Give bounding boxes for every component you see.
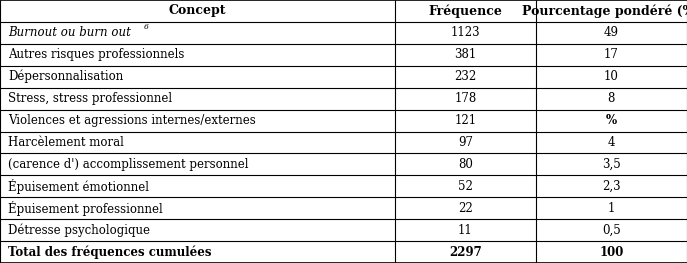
Text: Fréquence: Fréquence bbox=[429, 4, 502, 18]
Text: 178: 178 bbox=[454, 92, 477, 105]
Text: 232: 232 bbox=[454, 70, 477, 83]
Text: 0,5: 0,5 bbox=[602, 224, 621, 237]
Text: Violences et agressions internes/externes: Violences et agressions internes/externe… bbox=[8, 114, 256, 127]
Text: 100: 100 bbox=[599, 246, 624, 259]
Text: Concept: Concept bbox=[169, 4, 226, 17]
Text: Autres risques professionnels: Autres risques professionnels bbox=[8, 48, 185, 61]
Text: 10: 10 bbox=[604, 70, 619, 83]
Text: Dépersonnalisation: Dépersonnalisation bbox=[8, 70, 124, 83]
Text: Épuisement professionnel: Épuisement professionnel bbox=[8, 201, 163, 216]
Text: Épuisement émotionnel: Épuisement émotionnel bbox=[8, 179, 149, 194]
Text: 381: 381 bbox=[454, 48, 477, 61]
Text: (carence d') accomplissement personnel: (carence d') accomplissement personnel bbox=[8, 158, 249, 171]
Text: 52: 52 bbox=[458, 180, 473, 193]
Text: 97: 97 bbox=[458, 136, 473, 149]
Text: 2297: 2297 bbox=[449, 246, 482, 259]
Text: 4: 4 bbox=[608, 136, 615, 149]
Text: 17: 17 bbox=[604, 48, 619, 61]
Text: 8: 8 bbox=[608, 92, 615, 105]
Text: Total des fréquences cumulées: Total des fréquences cumulées bbox=[8, 245, 212, 259]
Text: 1123: 1123 bbox=[451, 26, 480, 39]
Text: Harcèlement moral: Harcèlement moral bbox=[8, 136, 124, 149]
Text: 49: 49 bbox=[604, 26, 619, 39]
Text: 1: 1 bbox=[608, 202, 615, 215]
Text: 3,5: 3,5 bbox=[602, 158, 621, 171]
Text: 6: 6 bbox=[144, 23, 149, 31]
Text: 121: 121 bbox=[454, 114, 477, 127]
Text: Pourcentage pondéré (%): Pourcentage pondéré (%) bbox=[522, 4, 687, 18]
Text: 2,3: 2,3 bbox=[602, 180, 621, 193]
Text: 80: 80 bbox=[458, 158, 473, 171]
Text: %: % bbox=[606, 114, 617, 127]
Text: 11: 11 bbox=[458, 224, 473, 237]
Text: Détresse psychologique: Détresse psychologique bbox=[8, 223, 150, 237]
Text: Burnout ou burn out: Burnout ou burn out bbox=[8, 26, 131, 39]
Text: Stress, stress professionnel: Stress, stress professionnel bbox=[8, 92, 172, 105]
Text: 22: 22 bbox=[458, 202, 473, 215]
